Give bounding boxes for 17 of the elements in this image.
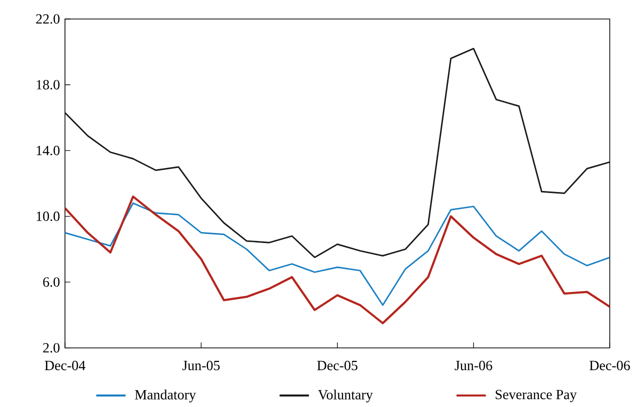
line-series [64,202,610,306]
x-tick-label: Dec-06 [590,360,630,370]
x-tick-label: Jun-06 [454,360,492,370]
y-tick-label: 22.0 [36,14,60,24]
line-series [64,196,610,324]
y-tick-label: 14.0 [36,146,60,156]
y-tick-label: 2.0 [43,343,60,353]
y-tick-label: 6.0 [43,277,60,287]
legend-label: Mandatory [134,390,196,402]
y-tick-label: 10.0 [36,212,60,222]
legend-label: Voluntary [318,390,373,402]
x-tick-label: Dec-05 [317,360,358,370]
line-series [64,48,610,258]
legend-label: Severance Pay [496,390,577,402]
x-tick-label: Jun-05 [182,360,220,370]
x-tick-label: Dec-04 [44,360,86,370]
y-tick-label: 18.0 [36,80,60,90]
